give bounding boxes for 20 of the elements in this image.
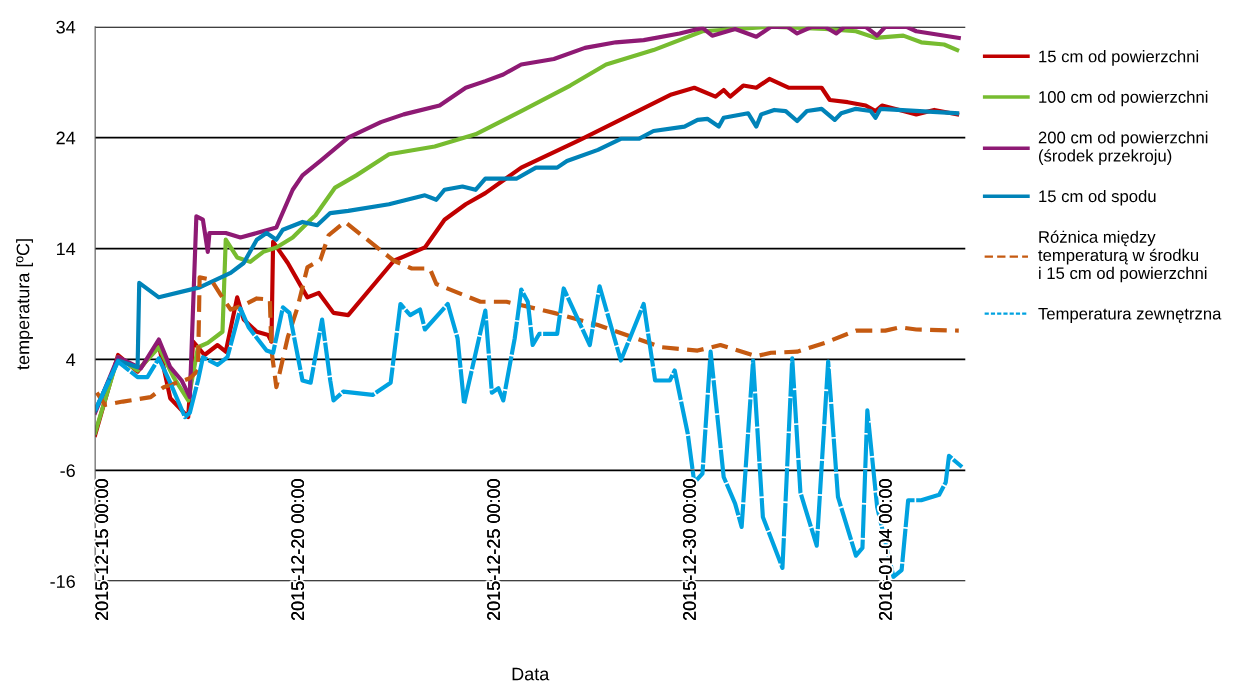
y-tick-label: 4 bbox=[66, 353, 76, 366]
x-tick-label: 2015-12-30 00:00 bbox=[683, 479, 696, 621]
x-tick-label: 2016-01-04 00:00 bbox=[878, 479, 892, 621]
x-tick-label: 2015-12-25 00:00 bbox=[487, 479, 500, 621]
legend-label: 15 cm od spodu bbox=[1039, 189, 1156, 206]
x-tick-label: 2015-12-15 00:00 bbox=[95, 479, 109, 621]
legend-label: Temperatura zewnętrzna bbox=[1038, 307, 1222, 323]
y-axis-title: temperatura [ºC] bbox=[16, 239, 33, 370]
y-tick-label: 14 bbox=[57, 242, 76, 256]
y-tick-label: 34 bbox=[56, 20, 76, 34]
legend-label: 100 cm od powierzchni bbox=[1039, 90, 1208, 107]
legend-label: 15 cm od powierzchni bbox=[1039, 50, 1199, 66]
y-tick-label: 24 bbox=[56, 131, 76, 145]
y-tick-label: -16 bbox=[50, 575, 75, 588]
line-series bbox=[95, 219, 961, 407]
x-axis-title: Data bbox=[512, 667, 550, 681]
legend-label: Różnica między temperaturą w środku i 15 cm od powierzchni bbox=[1038, 230, 1207, 283]
legend-label: 200 cm od powierzchni (środek przekroju) bbox=[1038, 131, 1208, 165]
y-tick-label: -6 bbox=[60, 464, 75, 478]
x-tick-label: 2015-12-20 00:00 bbox=[291, 479, 305, 621]
